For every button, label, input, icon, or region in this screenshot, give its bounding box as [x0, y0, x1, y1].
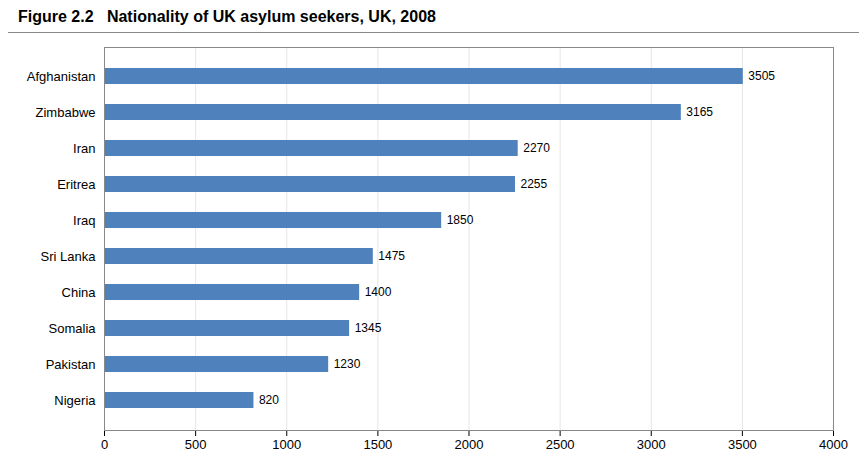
svg-text:1850: 1850: [447, 213, 474, 227]
svg-text:China: China: [62, 285, 97, 300]
svg-text:3165: 3165: [686, 105, 713, 119]
svg-text:1000: 1000: [272, 437, 301, 452]
html-text:Figure 2.2 Nationality of UK a: Figure 2.2 Nationality of UK asylum seek…: [18, 8, 436, 25]
svg-text:3500: 3500: [728, 437, 757, 452]
svg-text:3505: 3505: [748, 69, 775, 83]
svg-text:2000: 2000: [455, 437, 484, 452]
svg-text:0: 0: [101, 437, 108, 452]
svg-text:Zimbabwe: Zimbabwe: [36, 105, 96, 120]
svg-text:1230: 1230: [334, 357, 361, 371]
svg-text:2255: 2255: [520, 177, 547, 191]
svg-text:2270: 2270: [523, 141, 550, 155]
svg-text:4000: 4000: [819, 437, 848, 452]
svg-text:1345: 1345: [355, 321, 382, 335]
svg-text:Iran: Iran: [73, 141, 95, 156]
svg-text:Eritrea: Eritrea: [57, 177, 96, 192]
svg-text:Somalia: Somalia: [49, 321, 97, 336]
svg-text:1400: 1400: [365, 285, 392, 299]
svg-text:Afghanistan: Afghanistan: [27, 69, 96, 84]
svg-text:2500: 2500: [546, 437, 575, 452]
svg-text:Nigeria: Nigeria: [54, 393, 96, 408]
svg-text:Pakistan: Pakistan: [46, 357, 96, 372]
svg-text:Iraq: Iraq: [73, 213, 95, 228]
svg-text:820: 820: [259, 393, 279, 407]
svg-text:3000: 3000: [637, 437, 666, 452]
svg-text:1475: 1475: [378, 249, 405, 263]
svg-text:500: 500: [185, 437, 207, 452]
svg-text:1500: 1500: [363, 437, 392, 452]
svg-text:Sri Lanka: Sri Lanka: [41, 249, 97, 264]
